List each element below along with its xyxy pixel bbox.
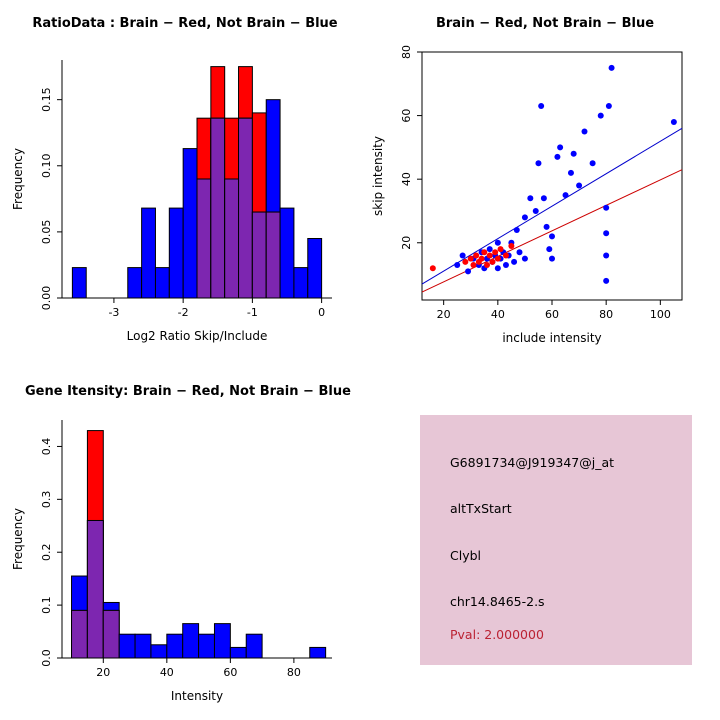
panel-intensity-scatter: Brain − Red, Not Brain − Blue 20 40 60 80 10… (360, 0, 720, 360)
svg-text:0: 0 (318, 306, 325, 319)
gene-intensity-histogram-title: Gene Itensity: Brain − Red, Not Brain − … (25, 384, 351, 399)
svg-text:100: 100 (650, 308, 671, 321)
ratio-histogram-canvas: -3 -2 -1 0 0.00 0.05 0.10 0.15 Log2 Ratio Skip/I… (11, 60, 332, 343)
ratio-histogram-title: RatioData : Brain − Red, Not Brain − Blu… (32, 16, 338, 31)
gene-name-text: Clybl (450, 548, 482, 563)
svg-text:0.00: 0.00 (40, 286, 53, 311)
svg-text:0.0: 0.0 (40, 649, 53, 667)
svg-text:0.10: 0.10 (40, 154, 53, 179)
svg-text:0.05: 0.05 (40, 220, 53, 245)
svg-text:80: 80 (400, 45, 413, 59)
gene-intensity-histogram-canvas: 20 40 60 80 0.0 0.1 0.2 0.3 0.4 Intensity Frequenc… (11, 420, 332, 703)
svg-text:20: 20 (96, 666, 110, 679)
svg-text:20: 20 (400, 236, 413, 250)
svg-text:Intensity: Intensity (171, 689, 223, 703)
svg-text:Frequency: Frequency (11, 148, 25, 210)
gene-info-box: G6891734@J919347@j_at altTxStart Clybl c… (420, 415, 692, 665)
panel-gene-intensity-histogram: Gene Itensity: Brain − Red, Not Brain − … (0, 360, 360, 720)
svg-text:80: 80 (287, 666, 301, 679)
svg-text:0.15: 0.15 (40, 87, 53, 112)
svg-text:0.3: 0.3 (40, 491, 53, 509)
panel-ratio-histogram: RatioData : Brain − Red, Not Brain − Blu… (0, 0, 360, 360)
probe-id-text: G6891734@J919347@j_at (450, 455, 615, 470)
svg-text:-1: -1 (247, 306, 258, 319)
svg-text:60: 60 (223, 666, 237, 679)
svg-text:0.2: 0.2 (40, 543, 53, 561)
svg-text:60: 60 (400, 109, 413, 123)
svg-text:40: 40 (491, 308, 505, 321)
svg-text:Frequency: Frequency (11, 508, 25, 570)
intensity-scatter-title: Brain − Red, Not Brain − Blue (435, 16, 655, 31)
pval-text: Pval: 2.000000 (450, 627, 544, 642)
svg-text:0.4: 0.4 (40, 438, 53, 456)
intensity-scatter-canvas: 20 40 60 80 100 20 40 60 80 include intensity skip… (371, 45, 683, 345)
svg-text:40: 40 (160, 666, 174, 679)
event-type-text: altTxStart (450, 501, 512, 516)
svg-text:20: 20 (437, 308, 451, 321)
svg-text:include intensity: include intensity (502, 331, 601, 345)
svg-text:0.1: 0.1 (40, 596, 53, 614)
svg-text:skip intensity: skip intensity (371, 136, 385, 216)
svg-text:Log2 Ratio Skip/Include: Log2 Ratio Skip/Include (127, 329, 268, 343)
svg-text:60: 60 (545, 308, 559, 321)
svg-text:40: 40 (400, 172, 413, 186)
svg-text:-3: -3 (108, 306, 119, 319)
svg-text:-2: -2 (178, 306, 189, 319)
panel-gene-info: G6891734@J919347@j_at altTxStart Clybl c… (360, 360, 720, 720)
location-text: chr14.8465-2.s (450, 594, 545, 609)
svg-text:80: 80 (599, 308, 613, 321)
